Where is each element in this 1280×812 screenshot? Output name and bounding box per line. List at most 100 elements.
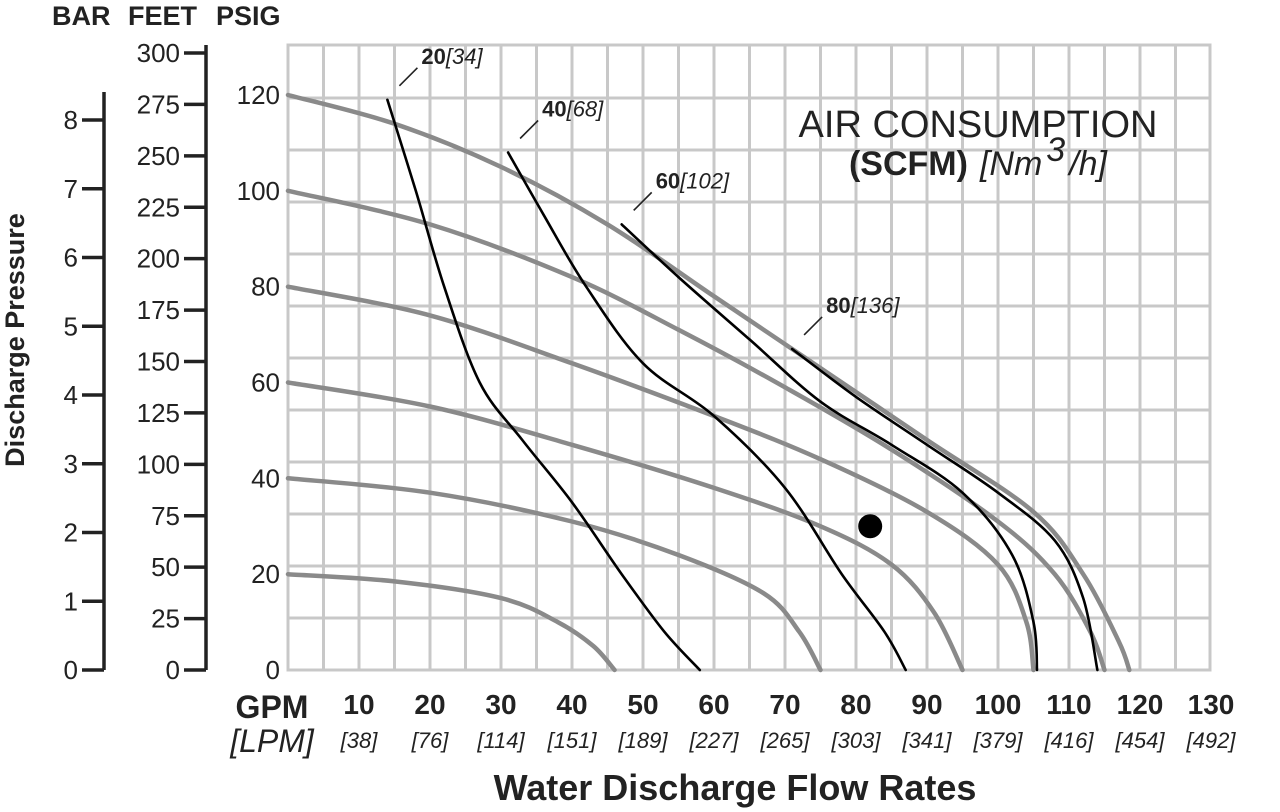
air-curve-label-80: 80[136] xyxy=(826,293,900,318)
pressure-curve-60 xyxy=(285,380,965,673)
air-label-nm3h: [34] xyxy=(445,44,484,69)
operating-point-dot xyxy=(858,514,883,539)
feet-axis-header: FEET xyxy=(128,1,198,31)
x-tick-lpm: [265] xyxy=(760,728,811,753)
bar-tick-label: 6 xyxy=(64,243,78,273)
x-tick-gpm: 110 xyxy=(1046,689,1091,720)
air-consumption-curves: 20[34] 40[68] 60[102] 80[136] xyxy=(386,44,1099,672)
x-tick-lpm: [341] xyxy=(902,728,953,753)
bar-tick-label: 3 xyxy=(64,449,78,479)
x-tick-gpm: 100 xyxy=(975,689,1022,720)
psig-tick-label: 120 xyxy=(237,80,280,110)
feet-tick-label: 150 xyxy=(137,347,180,377)
pressure-curve-40 xyxy=(285,476,823,673)
air-label-leader xyxy=(398,67,418,87)
feet-tick-label: 100 xyxy=(137,449,180,479)
x-tick-gpm: 20 xyxy=(414,689,445,720)
air-label-nm3h: [68] xyxy=(566,97,605,122)
plot-frame xyxy=(286,43,1212,672)
bar-tick-label: 0 xyxy=(64,655,78,685)
air-label-nm3h: [136] xyxy=(850,293,901,318)
x-tick-lpm: [189] xyxy=(618,728,669,753)
psig-tick-label: 20 xyxy=(251,559,280,589)
psig-tick-label: 40 xyxy=(251,463,280,493)
feet-tick-label: 175 xyxy=(137,295,180,325)
feet-tick-label: 50 xyxy=(151,552,180,582)
x-tick-lpm: [76] xyxy=(411,728,450,753)
psig-tick-label: 60 xyxy=(251,368,280,398)
feet-tick-label: 75 xyxy=(151,501,180,531)
x-tick-lpm: [379] xyxy=(973,728,1024,753)
pressure-curve-80 xyxy=(285,284,1036,673)
air-curve-60 xyxy=(620,223,1039,672)
air-label-leader xyxy=(803,316,823,336)
psig-tick-label: 0 xyxy=(266,655,280,685)
subtitle-scfm: (SCFM) xyxy=(849,145,968,183)
feet-tick-label: 225 xyxy=(137,192,180,222)
x-tick-lpm: [454] xyxy=(1115,728,1166,753)
air-label-leader xyxy=(519,119,539,140)
x-tick-gpm: 130 xyxy=(1188,689,1235,720)
subtitle-sup: 3 xyxy=(1046,131,1065,169)
bar-tick-label: 7 xyxy=(64,174,78,204)
psig-tick-label: 100 xyxy=(237,176,280,206)
air-label-leader xyxy=(633,191,653,211)
x-tick-gpm: 120 xyxy=(1117,689,1164,720)
chart-grid xyxy=(286,43,1212,672)
x-tick-gpm: 10 xyxy=(343,689,374,720)
bar-axis-header: BAR xyxy=(52,1,111,31)
x-tick-lpm: [303] xyxy=(831,728,882,753)
x-tick-gpm: 80 xyxy=(840,689,871,720)
feet-tick-label: 25 xyxy=(151,604,180,634)
y-axis-title: Discharge Pressure xyxy=(0,213,30,467)
bar-tick-label: 1 xyxy=(64,586,78,616)
air-curve-20 xyxy=(386,98,702,672)
feet-tick-label: 0 xyxy=(166,655,180,685)
x-tick-lpm: [38] xyxy=(340,728,379,753)
x-tick-lpm: [114] xyxy=(476,728,525,753)
x-tick-gpm: 40 xyxy=(556,689,587,720)
axis-labels: 10 [38] 20 [76] 30 [114] 40 [151] 50 [189] 60 [227]… xyxy=(340,689,1237,753)
subtitle-per-h: /h] xyxy=(1067,145,1108,183)
air-label-scfm: 20 xyxy=(421,44,445,69)
x-tick-gpm: 50 xyxy=(627,689,658,720)
bar-tick-label: 2 xyxy=(64,518,78,548)
left-axes: 0123456780255075100125150175200225250275… xyxy=(64,38,280,685)
x-tick-lpm: [416] xyxy=(1044,728,1095,753)
psig-axis-header: PSIG xyxy=(216,1,281,31)
psig-tick-label: 80 xyxy=(251,272,280,302)
operating-point-layer xyxy=(858,514,883,539)
subtitle-nm: [Nm xyxy=(979,145,1042,183)
air-consumption-subtitle: (SCFM) [Nm 3 /h] xyxy=(849,131,1109,183)
air-consumption-title: AIR CONSUMPTION xyxy=(799,104,1158,146)
x-tick-gpm: 30 xyxy=(485,689,516,720)
feet-tick-label: 250 xyxy=(137,141,180,171)
x-tick-lpm: [492] xyxy=(1186,728,1237,753)
bar-tick-label: 8 xyxy=(64,105,78,135)
x-tick-gpm: 60 xyxy=(698,689,729,720)
feet-tick-label: 125 xyxy=(137,398,180,428)
air-curve-label-40: 40[68] xyxy=(542,97,604,122)
x-unit-lpm: [LPM] xyxy=(229,723,315,759)
air-label-scfm: 60 xyxy=(656,168,680,193)
x-tick-lpm: [227] xyxy=(689,728,740,753)
x-tick-gpm: 70 xyxy=(769,689,800,720)
x-tick-gpm: 90 xyxy=(911,689,942,720)
air-label-scfm: 80 xyxy=(826,293,850,318)
air-curve-label-20: 20[34] xyxy=(421,44,483,69)
feet-tick-label: 300 xyxy=(137,38,180,68)
air-label-scfm: 40 xyxy=(542,97,566,122)
feet-tick-label: 275 xyxy=(137,89,180,119)
air-label-nm3h: [102] xyxy=(679,168,730,193)
air-curve-label-60: 60[102] xyxy=(656,168,730,193)
feet-tick-label: 200 xyxy=(137,244,180,274)
pressure-curve-20 xyxy=(285,571,617,673)
air-curve-40 xyxy=(506,151,907,672)
bar-tick-label: 5 xyxy=(64,311,78,341)
x-tick-lpm: [151] xyxy=(547,728,598,753)
x-unit-gpm: GPM xyxy=(236,689,309,725)
air-curve-80 xyxy=(790,347,1099,672)
pressure-curve-100 xyxy=(285,188,1107,673)
x-axis-title: Water Discharge Flow Rates xyxy=(494,767,977,808)
